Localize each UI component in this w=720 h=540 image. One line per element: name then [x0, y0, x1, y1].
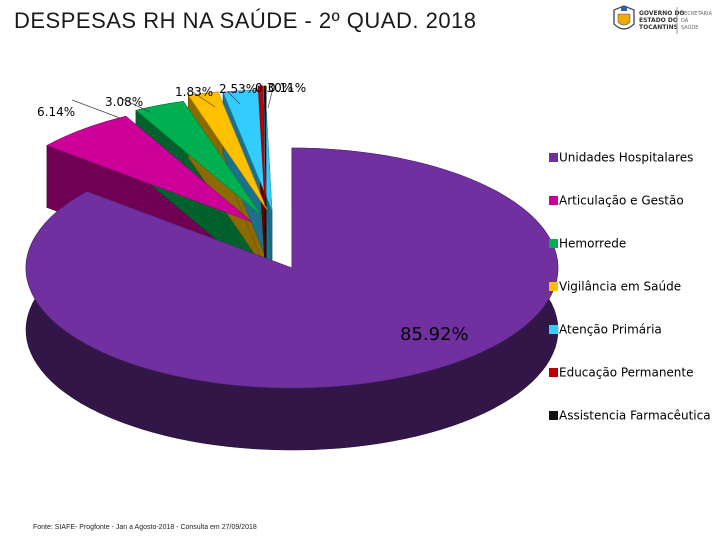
legend-label-hemorrede: Hemorrede — [559, 236, 627, 251]
legend-swatch-articulacao-e-gestao — [549, 196, 558, 205]
leader-line-3 — [227, 91, 241, 105]
leader-line-1 — [119, 97, 151, 113]
slice-hemorrede — [135, 101, 263, 217]
legend-item-atencao-primaria: Atenção Primária — [549, 322, 662, 338]
logo-side-line-2: DA — [681, 18, 689, 24]
legend-label-articulacao-e-gestao: Articulação e Gestão — [559, 193, 684, 208]
legend-item-hemorrede: Hemorrede — [549, 236, 626, 252]
data-label-assistencia-farmaceutica: 0.11% — [268, 81, 306, 95]
data-labels: 85.92% 6.14% 3.08% 1.83% 2.53%0.30%0.11% — [37, 81, 469, 345]
legend-item-educacao-permanente: Educação Permanente — [549, 365, 694, 381]
data-label-educacao-permanente: 0.30% — [255, 81, 293, 95]
legend-item-vigilancia-em-saude: Vigilância em Saúde — [549, 279, 681, 295]
slice-unidades-hospitalares — [25, 147, 559, 389]
logo-line-1: GOVERNO DO — [639, 10, 685, 17]
legend-label-vigilancia-em-saude: Vigilância em Saúde — [559, 279, 682, 294]
legend-label-assistencia-farmaceutica: Assistencia Farmacêutica — [559, 408, 711, 423]
legend-swatch-educacao-permanente — [549, 368, 558, 377]
chart-title: DESPESAS RH NA SAÚDE - 2º QUAD. 2018 — [14, 8, 477, 33]
legend-swatch-hemorrede — [549, 239, 558, 248]
data-label-articulacao-e-gestao: 6.14% — [37, 105, 75, 119]
tocantins-seal-icon: GOVERNO DO ESTADO DO TOCANTINS SECRETARI… — [613, 5, 712, 34]
legend-swatch-assistencia-farmaceutica — [549, 411, 558, 420]
legend-item-unidades-hospitalares: Unidades Hospitalares — [549, 150, 693, 166]
data-label-hemorrede: 3.08% — [105, 95, 143, 109]
legend-swatch-vigilancia-em-saude — [549, 282, 558, 291]
slice-vigilancia-em-saude — [187, 91, 268, 211]
leader-line-2 — [189, 89, 216, 108]
logo-line-2: ESTADO DO — [639, 17, 678, 24]
legend-label-educacao-permanente: Educação Permanente — [559, 365, 694, 380]
legend-item-assistencia-farmaceutica: Assistencia Farmacêutica — [549, 408, 711, 424]
pie-tops — [25, 85, 559, 389]
legend-item-articulacao-e-gestao: Articulação e Gestão — [549, 193, 684, 209]
slice-assistencia-farmaceutica — [263, 85, 267, 207]
legend-label-atencao-primaria: Atenção Primária — [559, 322, 662, 337]
legend-swatch-unidades-hospitalares — [549, 153, 558, 162]
slice-articulacao-e-gestao — [46, 115, 253, 223]
legend-label-unidades-hospitalares: Unidades Hospitalares — [559, 150, 694, 165]
data-label-unidades-hospitalares: 85.92% — [400, 324, 469, 345]
data-label-vigilancia-em-saude: 1.83% — [175, 85, 213, 99]
leader-line-0 — [71, 99, 121, 119]
government-logo: GOVERNO DO ESTADO DO TOCANTINS SECRETARI… — [610, 4, 716, 38]
logo-side-line-3: SAÚDE — [681, 24, 698, 31]
logo-side-line-1: SECRETARIA — [681, 11, 712, 17]
logo-line-3: TOCANTINS — [639, 24, 678, 31]
leader-line-5 — [267, 91, 273, 109]
source-note: Fonte: SIAFE- Progfonte - Jan a Agosto-2… — [33, 524, 257, 531]
slice-educacao-permanente — [257, 85, 266, 207]
data-label-atencao-primaria: 2.53% — [219, 82, 257, 96]
leader-line-4 — [261, 91, 265, 109]
legend-swatch-atencao-primaria — [549, 325, 558, 334]
